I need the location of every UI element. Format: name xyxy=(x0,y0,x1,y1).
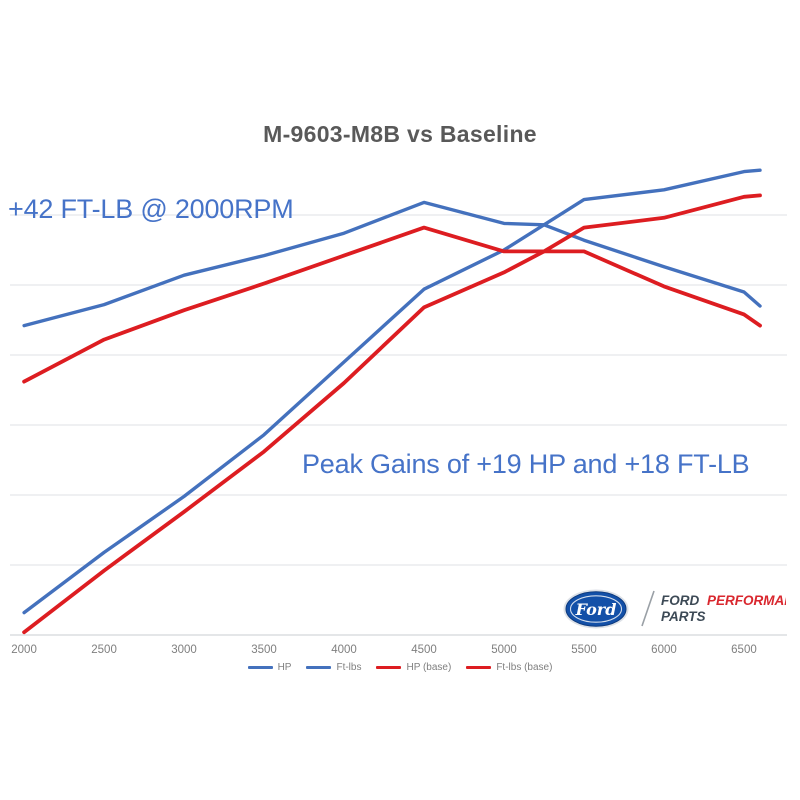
legend-item-hp: HP xyxy=(247,662,292,673)
x-tick-label: 6500 xyxy=(731,644,757,656)
x-tick-label: 2000 xyxy=(11,644,37,656)
annotation-peak-gains: Peak Gains of +19 HP and +18 FT-LB xyxy=(302,449,750,479)
legend-label: Ft-lbs xyxy=(336,662,362,673)
logo-ford-text: FORD xyxy=(661,593,699,608)
logo-divider-slash xyxy=(641,590,655,627)
legend-line-swatch xyxy=(247,666,273,669)
annotation-torque-gain: +42 FT-LB @ 2000RPM xyxy=(8,194,294,224)
series-line-ft-lbs xyxy=(22,200,762,328)
logo-line1: FORD PERFORMANCE xyxy=(661,593,786,608)
legend-line-swatch xyxy=(376,666,402,669)
legend-line-swatch xyxy=(306,666,332,669)
legend-item-ft-lbs: Ft-lbs xyxy=(306,662,361,673)
legend-label: Ft-lbs (base) xyxy=(496,662,553,673)
page-title: M-9603-M8B vs Baseline xyxy=(263,121,537,147)
chart-legend: HP Ft-lbs HP (base) Ft-lbs (base) xyxy=(0,662,800,673)
x-tick-label: 5000 xyxy=(491,644,517,656)
series-line-hp-base xyxy=(22,193,762,635)
legend-line-swatch xyxy=(466,666,492,669)
legend-item-hp-base: HP (base) xyxy=(376,662,451,673)
x-tick-label: 5500 xyxy=(571,644,597,656)
series-line-hp xyxy=(22,168,762,615)
legend-item-ft-lbs-base: Ft-lbs (base) xyxy=(466,662,552,673)
x-tick-label: 3500 xyxy=(251,644,277,656)
x-tick-label: 2500 xyxy=(91,644,117,656)
x-tick-label: 3000 xyxy=(171,644,197,656)
x-tick-label: 4500 xyxy=(411,644,437,656)
x-tick-label: 4000 xyxy=(331,644,357,656)
logo-performance-text: PERFORMANCE xyxy=(707,593,786,608)
ford-performance-logo: Ford FORD PERFORMANCE PARTS xyxy=(563,589,786,629)
logo-parts-text: PARTS xyxy=(661,609,706,624)
ford-oval-icon: Ford xyxy=(563,589,629,629)
ford-script-text: Ford xyxy=(575,600,617,619)
x-tick-label: 6000 xyxy=(651,644,677,656)
legend-label: HP xyxy=(277,662,292,673)
legend-label: HP (base) xyxy=(406,662,452,673)
series-line-ft-lbs-base xyxy=(22,225,762,384)
